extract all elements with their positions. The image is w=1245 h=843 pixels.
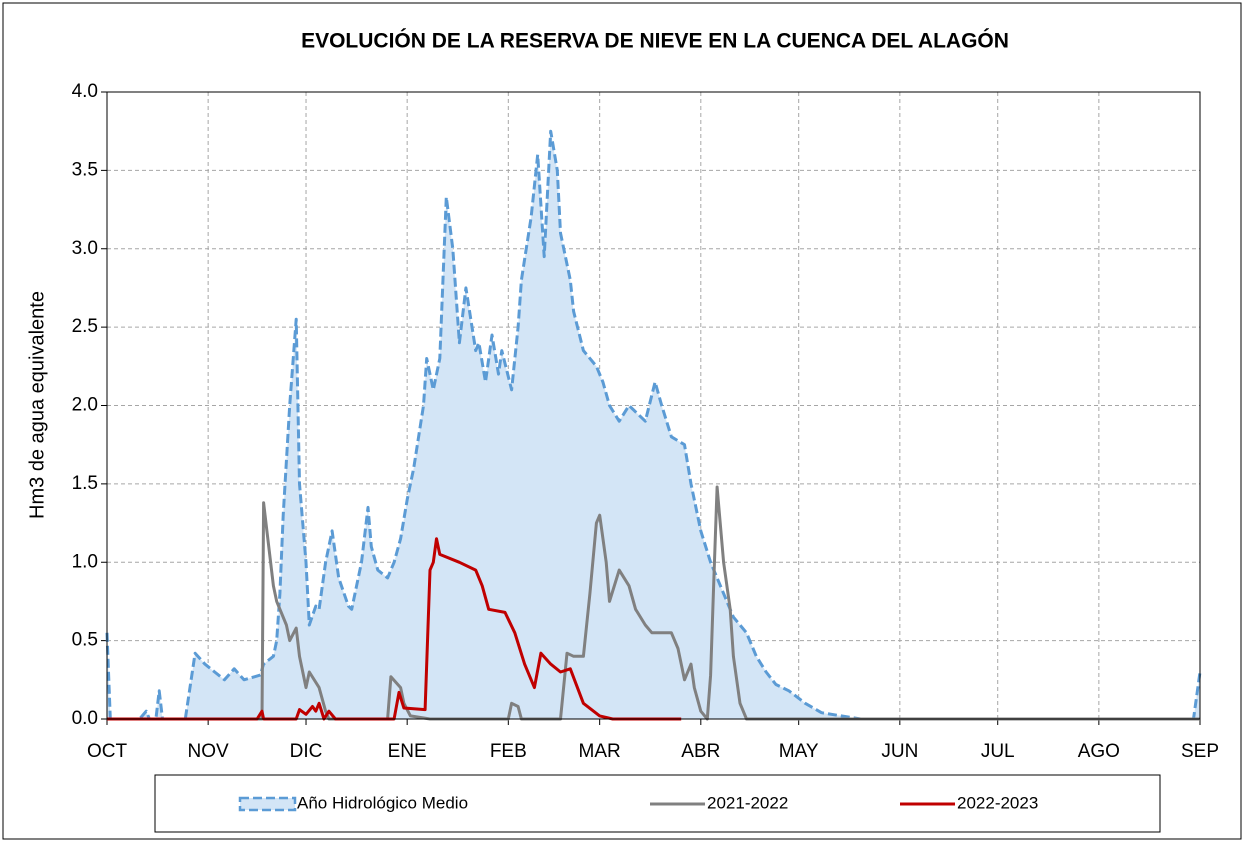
- chart-title: EVOLUCIÓN DE LA RESERVA DE NIEVE EN LA C…: [301, 29, 1009, 53]
- y-tick-label: 2.0: [72, 395, 98, 416]
- x-tick-label: JUN: [881, 741, 918, 762]
- y-tick-label: 1.0: [72, 551, 98, 572]
- y-tick-label: 0.5: [72, 630, 98, 651]
- line: [107, 537, 682, 721]
- x-tick-label: DIC: [290, 741, 323, 762]
- legend-label: 2021-2022: [707, 793, 788, 812]
- x-tick-label: NOV: [188, 741, 230, 762]
- x-tick-label: MAR: [579, 741, 621, 762]
- plot-frame: [106, 91, 1201, 720]
- legend-label: Año Hidrológico Medio: [297, 793, 468, 812]
- x-tick-label: OCT: [87, 741, 128, 762]
- y-tick-label: 4.0: [72, 81, 98, 102]
- x-tick-label: JUL: [981, 741, 1015, 762]
- x-tick-label: SEP: [1181, 741, 1219, 762]
- legend-swatch: [238, 796, 297, 812]
- x-tick-label: AGO: [1078, 741, 1120, 762]
- y-axis-label: Hm3 de agua equivalente: [26, 291, 48, 519]
- x-tick-label: FEB: [490, 741, 527, 762]
- y-tick-label: 2.5: [72, 316, 98, 337]
- x-tick-label: MAY: [779, 741, 819, 762]
- y-tick-label: 1.5: [72, 473, 98, 494]
- area: [107, 131, 1200, 719]
- y-tick-label: 0.0: [72, 708, 98, 729]
- x-tick-label: ENE: [388, 741, 427, 762]
- legend-label: 2022-2023: [957, 793, 1038, 812]
- y-tick-label: 3.0: [72, 238, 98, 259]
- x-tick-label: ABR: [681, 741, 720, 762]
- y-tick-label: 3.5: [72, 159, 98, 180]
